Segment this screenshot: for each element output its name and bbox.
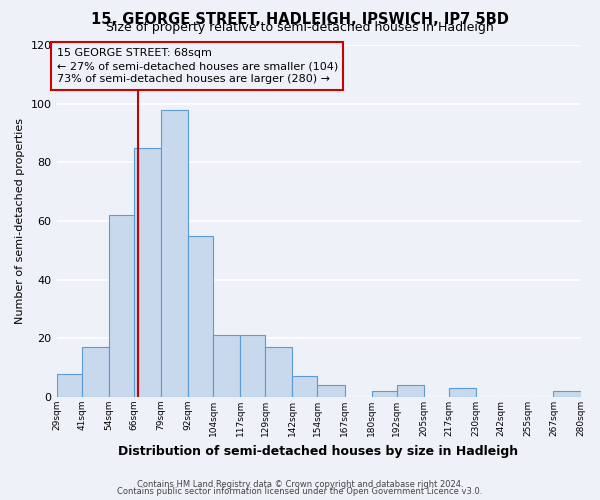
Bar xyxy=(82,347,109,397)
Text: Contains HM Land Registry data © Crown copyright and database right 2024.: Contains HM Land Registry data © Crown c… xyxy=(137,480,463,489)
Text: 15, GEORGE STREET, HADLEIGH, IPSWICH, IP7 5BD: 15, GEORGE STREET, HADLEIGH, IPSWICH, IP… xyxy=(91,12,509,26)
Bar xyxy=(240,336,265,397)
Bar xyxy=(265,347,292,397)
Bar xyxy=(188,236,213,397)
Bar xyxy=(372,391,397,397)
Bar xyxy=(449,388,476,397)
Bar xyxy=(109,215,134,397)
Bar xyxy=(292,376,317,397)
Text: 15 GEORGE STREET: 68sqm
← 27% of semi-detached houses are smaller (104)
73% of s: 15 GEORGE STREET: 68sqm ← 27% of semi-de… xyxy=(56,48,338,84)
Bar xyxy=(134,148,161,397)
Y-axis label: Number of semi-detached properties: Number of semi-detached properties xyxy=(15,118,25,324)
Text: Contains public sector information licensed under the Open Government Licence v3: Contains public sector information licen… xyxy=(118,487,482,496)
X-axis label: Distribution of semi-detached houses by size in Hadleigh: Distribution of semi-detached houses by … xyxy=(118,444,518,458)
Bar xyxy=(213,336,240,397)
Text: Size of property relative to semi-detached houses in Hadleigh: Size of property relative to semi-detach… xyxy=(106,22,494,35)
Bar xyxy=(317,386,344,397)
Bar xyxy=(56,374,82,397)
Bar xyxy=(161,110,188,397)
Bar xyxy=(553,391,581,397)
Bar xyxy=(397,386,424,397)
